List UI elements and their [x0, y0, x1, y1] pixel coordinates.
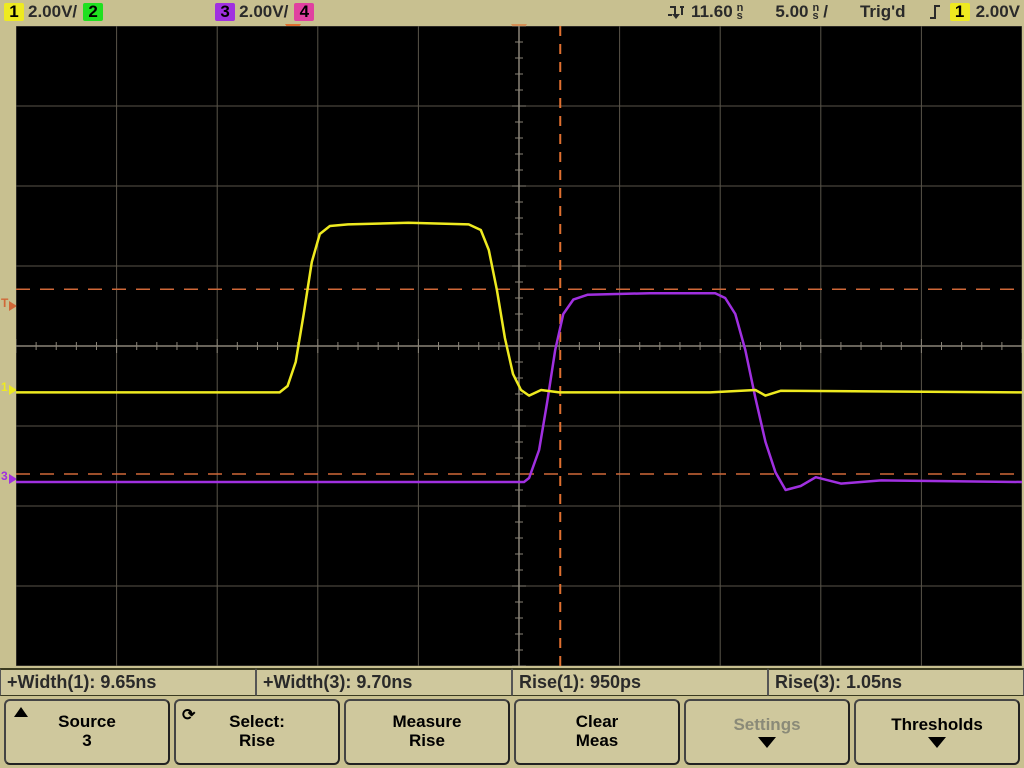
softkey-line1: Clear	[576, 713, 619, 732]
measurement-2: Rise(1): 950ps	[512, 668, 768, 696]
softkey-thresholds[interactable]: Thresholds	[854, 699, 1020, 765]
ch3-scale: 3 2.00V/	[215, 2, 288, 22]
softkey-menu: Source3⟳Select:RiseMeasureRiseClearMeasS…	[0, 696, 1024, 768]
ch3-badge: 3	[215, 3, 235, 21]
softkey-line1: Select:	[229, 713, 285, 732]
softkey-clear[interactable]: ClearMeas	[514, 699, 680, 765]
softkey-line1: Settings	[733, 716, 800, 735]
cycle-icon: ⟳	[182, 707, 195, 725]
ch1-scale-value: 2.00V/	[28, 2, 77, 22]
rising-edge-icon	[928, 4, 944, 20]
measurement-1: +Width(3): 9.70ns	[256, 668, 512, 696]
softkey-line2: Meas	[576, 732, 619, 751]
status-bar: 1 2.00V/ 2 3 2.00V/ 4 11.60ns 5.00ns/ Tr…	[0, 0, 1024, 24]
ch4-badge: 4	[294, 3, 314, 21]
waveform-display[interactable]	[16, 26, 1022, 666]
trigger-ref-icon	[667, 5, 685, 19]
left-gutter: T 1 3	[0, 26, 16, 666]
softkey-line2: Rise	[409, 732, 445, 751]
measurement-readouts: +Width(1): 9.65ns+Width(3): 9.70nsRise(1…	[0, 668, 1024, 696]
trigger-source-badge: 1	[950, 3, 970, 21]
softkey-line2: 3	[82, 732, 91, 751]
softkey-line1: Thresholds	[891, 716, 983, 735]
ch1-badge: 1	[4, 3, 24, 21]
ch2-badge: 2	[83, 3, 103, 21]
trigger-level: 2.00V	[976, 2, 1020, 22]
trigger-status: Trig'd	[860, 2, 906, 22]
delay-readout: 11.60ns	[691, 2, 743, 22]
ch3-scale-value: 2.00V/	[239, 2, 288, 22]
softkey-source[interactable]: Source3	[4, 699, 170, 765]
softkey-measure[interactable]: MeasureRise	[344, 699, 510, 765]
ch1-scale: 1 2.00V/	[4, 2, 77, 22]
waveform-svg	[16, 26, 1022, 666]
timebase-readout: 5.00ns/	[775, 2, 828, 22]
softkey-line2: Rise	[239, 732, 275, 751]
softkey-line1: Measure	[393, 713, 462, 732]
arrow-up-icon	[14, 707, 28, 717]
softkey-select[interactable]: ⟳ Select:Rise	[174, 699, 340, 765]
arrow-down-icon	[928, 737, 946, 748]
oscilloscope-screen: 1 2.00V/ 2 3 2.00V/ 4 11.60ns 5.00ns/ Tr…	[0, 0, 1024, 768]
measurement-3: Rise(3): 1.05ns	[768, 668, 1024, 696]
softkey-line1: Source	[58, 713, 116, 732]
softkey-settings: Settings	[684, 699, 850, 765]
arrow-down-icon	[758, 737, 776, 748]
measurement-0: +Width(1): 9.65ns	[0, 668, 256, 696]
